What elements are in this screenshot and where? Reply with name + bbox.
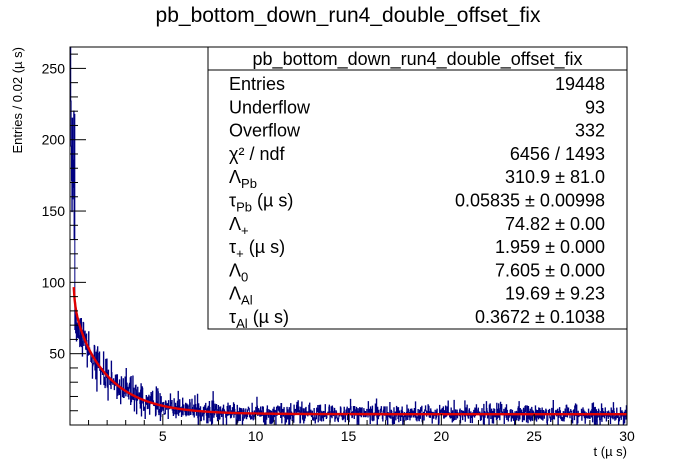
y-axis-label: Entries / 0.02 (µ s) [10,47,25,153]
stats-row: τ+ (µ s) 1.959 ± 0.000 [229,237,605,261]
x-tick-label: 15 [341,428,357,444]
stats-row: τAl (µ s) 0.3672 ± 0.1038 [229,307,605,331]
x-tick-label: 10 [248,428,264,444]
stats-row-label: τPb (µ s) [229,191,293,215]
x-tick-label: 20 [434,428,450,444]
stats-row-value: 93 [585,97,605,117]
stats-row-value: 332 [575,121,605,141]
stats-row-label: Entries [229,74,285,94]
fit-curve-layer [72,287,627,416]
stats-row-value: 19448 [555,74,605,94]
stats-row-value: 19.69 ± 9.23 [505,284,605,304]
stats-row: Underflow 93 [229,97,605,117]
stats-row-label: Λ+ [229,214,249,238]
stats-row-value: 0.05835 ± 0.00998 [455,191,605,211]
stats-row-label: τ+ (µ s) [229,237,285,261]
stats-box: pb_bottom_down_run4_double_offset_fix En… [207,46,628,331]
stats-row: χ² / ndf 6456 / 1493 [229,144,605,164]
stats-row-value: 7.605 ± 0.000 [495,260,605,280]
stats-row-value: 6456 / 1493 [510,144,605,164]
stats-row: Overflow 332 [229,121,605,141]
x-tick-label: 25 [526,428,542,444]
y-tick-label: 50 [49,346,65,362]
stats-box-frame [207,46,628,330]
stats-row-label: ΛPb [229,167,257,191]
stats-row: Λ+ 74.82 ± 0.00 [229,214,605,238]
stats-row-value: 0.3672 ± 0.1038 [475,307,605,327]
axes: 5 10 15 20 25 30 50 100 150 200 250 [42,53,635,444]
fit-curve [72,287,627,416]
stats-row-value: 1.959 ± 0.000 [495,237,605,257]
stats-row: ΛPb 310.9 ± 81.0 [229,167,605,191]
y-tick-label: 250 [42,60,66,76]
y-tick-label: 150 [42,203,66,219]
stats-row-label: Λ0 [229,260,248,284]
x-tick-label: 30 [619,428,635,444]
stats-rows: Entries 19448 Underflow 93 Overflow 332 χ² / n… [229,74,605,331]
stats-row-label: ΛAl [229,284,253,308]
stats-row: Entries 19448 [229,74,605,94]
stats-row-label: Overflow [229,121,301,141]
stats-row: ΛAl 19.69 ± 9.23 [229,284,605,308]
stats-row-value: 74.82 ± 0.00 [505,214,605,234]
stats-row: Λ0 7.605 ± 0.000 [229,260,605,284]
stats-row-label: Underflow [229,97,311,117]
stats-row-value: 310.9 ± 81.0 [505,167,605,187]
x-axis-label: t (µ s) [594,444,627,459]
x-tick-label: 5 [159,428,167,444]
y-tick-label: 200 [42,132,66,148]
stats-row: τPb (µ s) 0.05835 ± 0.00998 [229,191,605,215]
stats-title: pb_bottom_down_run4_double_offset_fix [253,49,583,70]
stats-row-label: τAl (µ s) [229,307,289,331]
stats-row-label: χ² / ndf [229,144,285,164]
y-tick-label: 100 [42,274,66,290]
chart-title: pb_bottom_down_run4_double_offset_fix [156,4,541,27]
